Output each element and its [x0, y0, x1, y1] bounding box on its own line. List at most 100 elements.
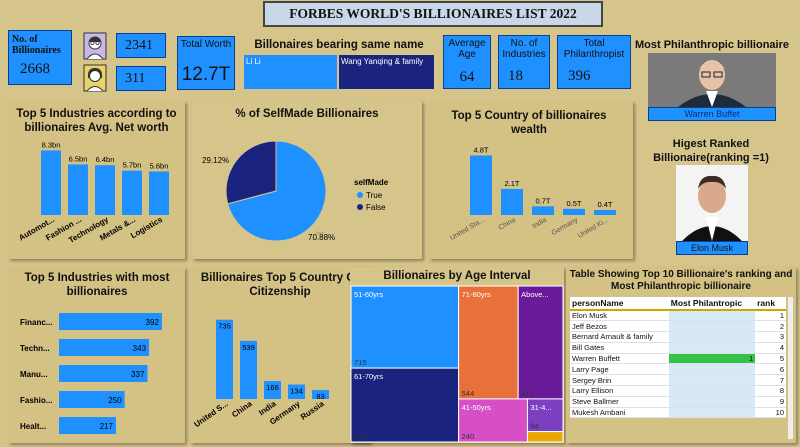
pie-slice[interactable]	[227, 140, 327, 242]
tile-label: 31-4...	[530, 403, 551, 412]
data-label: 134	[290, 387, 303, 396]
bar[interactable]	[216, 319, 233, 399]
cell-rank: 3	[755, 331, 786, 343]
bar[interactable]	[41, 150, 61, 215]
treemap-tile[interactable]	[526, 398, 564, 433]
data-label: 392	[146, 318, 160, 327]
bar[interactable]	[59, 391, 125, 408]
bar[interactable]	[149, 171, 169, 215]
table-row[interactable]: Bernard Arnault & family 3	[570, 331, 786, 343]
ranking-table: personName Most Philantropic rank Elon M…	[570, 297, 786, 419]
tick-label: United S...	[192, 399, 229, 429]
tile-label: 71-80yrs	[462, 290, 491, 299]
industries-networth-title: Top 5 Industries according to billionair…	[16, 108, 177, 134]
treemap-tile[interactable]	[350, 367, 460, 443]
data-label: 6.4bn	[96, 155, 115, 164]
col-person-name[interactable]: personName	[570, 297, 669, 311]
legend-marker[interactable]	[357, 192, 363, 198]
treemap-tile[interactable]	[526, 431, 564, 443]
tick-label: India	[531, 217, 548, 231]
table-row[interactable]: Mukesh Ambani 10	[570, 407, 786, 419]
cell-rank: 9	[755, 396, 786, 408]
tile-value: 240	[462, 432, 475, 441]
bar[interactable]	[95, 165, 115, 215]
tick-label: Germany	[551, 216, 580, 237]
kpi-avg-age-label: Average Age	[448, 38, 486, 60]
cell-person-name: Bill Gates	[570, 342, 669, 354]
ranked-name: Elon Musk	[676, 241, 748, 255]
table-row[interactable]: Steve Ballmer 9	[570, 396, 786, 408]
same-name-2[interactable]: Wang Yanqing & family	[339, 55, 434, 89]
country-wealth-title: Top 5 Country of billionaires wealth	[451, 110, 607, 136]
tick-label: United Ki...	[577, 217, 610, 240]
bar[interactable]	[122, 170, 142, 215]
bar[interactable]	[68, 164, 88, 215]
bar[interactable]	[312, 390, 329, 399]
tile-label: 61-70yrs	[354, 372, 383, 381]
bar[interactable]	[470, 155, 492, 215]
bar[interactable]	[240, 340, 257, 399]
col-rank[interactable]: rank	[755, 297, 786, 311]
kpi-industries-label: No. of Industries	[502, 38, 546, 60]
table-row[interactable]: Elon Musk 1	[570, 310, 786, 322]
table-row[interactable]: Larry Page 6	[570, 363, 786, 376]
bar[interactable]	[59, 313, 162, 330]
kpi-billionaires-card: No. of Billionaires 2668	[8, 30, 72, 85]
bar[interactable]	[594, 210, 616, 215]
legend-marker[interactable]	[357, 204, 363, 210]
country-wealth-chart: 4.8T United Sta... 2.1T China 0.7T India 0.5T G…	[449, 145, 616, 242]
legend-label: True	[366, 191, 383, 200]
bar[interactable]	[59, 339, 150, 356]
cell-person-name: Bernard Arnault & family	[570, 331, 669, 343]
industries-count-panel: Top 5 Industries with most billionaires …	[8, 267, 185, 443]
table-row[interactable]: Bill Gates 4	[570, 342, 786, 354]
treemap-tile[interactable]	[350, 285, 460, 369]
table-row[interactable]: Warren Buffett 1 5	[570, 353, 786, 365]
cell-most-philantropic: 1	[668, 353, 756, 365]
cell-person-name: Larry Ellison	[570, 385, 669, 397]
data-label: 6.5bn	[69, 154, 88, 163]
bar[interactable]	[532, 206, 554, 215]
bar[interactable]	[59, 417, 116, 434]
treemap-tile[interactable]	[517, 285, 564, 400]
table-scrollbar[interactable]	[788, 297, 793, 439]
tick-label: Russia	[299, 399, 326, 422]
cell-person-name: Elon Musk	[570, 310, 669, 322]
cell-rank: 2	[755, 320, 786, 333]
pie-slice[interactable]	[225, 140, 277, 205]
citizenship-title: Billionaires Top 5 Country Of Citizenshi…	[200, 272, 360, 298]
treemap-tile[interactable]	[458, 398, 528, 443]
legend-label: False	[366, 203, 386, 212]
industries-networth-panel: Top 5 Industries according to billionair…	[8, 101, 185, 259]
industries-count-chart: 392 Financ... 343 Techn... 337 Manu... 250 Fash…	[20, 313, 162, 434]
cell-most-philantropic	[668, 320, 756, 333]
philanthropic-name: Warren Buffet	[648, 107, 776, 121]
bar[interactable]	[501, 188, 523, 215]
bar[interactable]	[288, 384, 305, 399]
table-row[interactable]: Larry Ellison 8	[570, 385, 786, 397]
tile-label: 51-60yrs	[354, 290, 383, 299]
citizenship-panel: Billionaires Top 5 Country Of Citizenshi…	[190, 267, 370, 443]
table-row[interactable]: Sergey Brin 7	[570, 374, 786, 387]
treemap-tile[interactable]	[458, 285, 519, 400]
selfmade-title: % of SelfMade Billionaires	[235, 108, 379, 120]
legend-title: selfMade	[354, 178, 389, 187]
bar[interactable]	[563, 208, 585, 215]
tile-label: 41-50yrs	[462, 403, 491, 412]
elon-musk-photo	[676, 165, 748, 241]
kpi-billionaires-value: 2668	[20, 61, 50, 77]
kpi-industries-card: No. of Industries 18	[498, 35, 550, 89]
col-most-philantropic[interactable]: Most Philantropic	[668, 297, 756, 311]
table-row[interactable]: Jeff Bezos 2	[570, 320, 786, 333]
bar[interactable]	[59, 365, 148, 382]
same-name-1[interactable]: Li Li	[244, 55, 337, 89]
cell-most-philantropic	[668, 363, 756, 376]
data-label: 29.12%	[202, 156, 229, 165]
cell-rank: 7	[755, 374, 786, 387]
data-label: 217	[100, 422, 114, 431]
cell-most-philantropic	[668, 342, 756, 354]
bar[interactable]	[264, 381, 281, 399]
cell-rank: 8	[755, 385, 786, 397]
ranking-table-panel: Table Showing Top 10 Billionaire's ranki…	[566, 267, 796, 443]
tick-label: Healt...	[20, 422, 46, 431]
